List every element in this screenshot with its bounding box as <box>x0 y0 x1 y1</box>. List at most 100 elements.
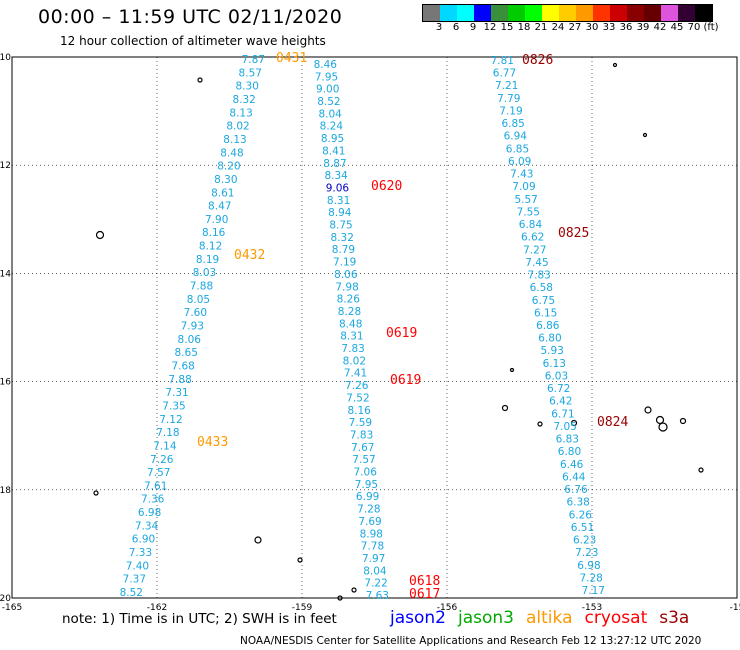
pass-time-label: 0824 <box>597 415 628 430</box>
lat-tick-label: -16 <box>0 378 11 388</box>
swh-value: 6.83 <box>556 434 579 446</box>
swh-value: 8.41 <box>322 145 345 157</box>
swh-value: 7.26 <box>150 454 174 466</box>
island-outline <box>537 421 543 427</box>
swh-value: 8.47 <box>208 201 231 213</box>
legend-swatch <box>627 5 644 21</box>
legend-swatch <box>423 5 440 21</box>
swh-value: 8.28 <box>338 306 361 318</box>
swh-value: 8.48 <box>220 147 243 159</box>
island-outline <box>612 62 618 68</box>
lon-tick-label: -159 <box>292 603 313 613</box>
pass-time-label: 0432 <box>234 248 265 263</box>
island-outline <box>297 557 303 563</box>
map-title: 00:00 – 11:59 UTC 02/11/2020 <box>38 6 343 28</box>
swh-value: 7.57 <box>352 454 375 466</box>
swh-value: 6.77 <box>493 68 516 80</box>
island-outline <box>698 467 704 473</box>
swh-value: 7.68 <box>171 360 194 372</box>
legend-label: 70 <box>687 22 701 33</box>
satellite-legend-jason3: jason3 <box>458 608 514 628</box>
swh-value: 6.26 <box>569 509 593 521</box>
footer-credit: NOAA/NESDIS Center for Satellite Applica… <box>240 635 702 647</box>
swh-value: 7.18 <box>156 427 179 439</box>
swh-value: 8.03 <box>193 267 216 279</box>
swh-value: 7.35 <box>162 400 185 412</box>
swh-value: 8.16 <box>347 405 371 417</box>
legend-swatch <box>695 5 712 21</box>
lat-tick-label: -14 <box>0 269 11 279</box>
satellite-legend-altika: altika <box>526 608 573 628</box>
island-outline <box>197 77 203 83</box>
swh-value: 7.17 <box>582 585 605 597</box>
island-outline <box>644 406 652 414</box>
swh-value: 8.05 <box>187 294 210 306</box>
swh-value: 6.23 <box>573 535 596 547</box>
swh-value: 7.69 <box>358 516 381 528</box>
map-subtitle: 12 hour collection of altimeter wave hei… <box>60 34 326 48</box>
swh-value: 7.88 <box>168 374 191 386</box>
legend-label: 45 <box>670 22 684 33</box>
island-outline <box>93 490 99 496</box>
pass-time-label: 0433 <box>197 435 228 450</box>
island-outline <box>95 230 105 240</box>
swh-value: 8.13 <box>223 134 246 146</box>
swh-value: 7.83 <box>350 429 373 441</box>
legend-label: 21 <box>534 22 548 33</box>
legend-swatch <box>525 5 542 21</box>
legend-label: 12 <box>483 22 497 33</box>
legend-swatch <box>576 5 593 21</box>
swh-value: 6.80 <box>538 333 561 345</box>
swh-value: 8.48 <box>339 318 362 330</box>
swh-value: 7.59 <box>349 417 372 429</box>
swh-value: 7.90 <box>205 214 228 226</box>
legend-label: 24 <box>551 22 565 33</box>
swh-value: 8.02 <box>226 121 249 133</box>
swh-value: 6.58 <box>530 282 553 294</box>
color-legend-bar <box>422 4 713 22</box>
island-outline <box>658 422 668 432</box>
swh-value: 7.41 <box>344 368 367 380</box>
satellite-legend-s3a: s3a <box>659 608 690 628</box>
swh-value: 8.19 <box>196 254 219 266</box>
island-outline <box>254 536 262 544</box>
island-outline <box>655 415 665 425</box>
swh-value: 6.71 <box>551 408 574 420</box>
island-outline <box>337 595 343 601</box>
legend-swatch <box>661 5 678 21</box>
swh-value: 8.52 <box>317 96 340 108</box>
legend-swatch <box>644 5 661 21</box>
units-note: note: 1) Time is in UTC; 2) SWH is in fe… <box>62 611 337 627</box>
swh-value: 6.94 <box>504 131 528 143</box>
pass-time-label: 0431 <box>276 51 307 66</box>
swh-value: 7.06 <box>354 467 378 479</box>
legend-label: 15 <box>500 22 514 33</box>
legend-label: (ft) <box>703 22 719 33</box>
swh-value: 8.31 <box>327 195 350 207</box>
lon-tick-label: -153 <box>582 603 602 613</box>
swh-value: 6.03 <box>545 370 568 382</box>
swh-value: 6.98 <box>577 560 600 572</box>
swh-value: 7.37 <box>123 574 146 586</box>
swh-value: 6.85 <box>501 118 524 130</box>
swh-value: 8.75 <box>329 220 352 232</box>
swh-value: 8.31 <box>340 331 363 343</box>
pass-time-label: 0619 <box>390 373 421 388</box>
swh-value: 6.09 <box>508 156 531 168</box>
legend-label: 42 <box>653 22 667 33</box>
island-outline <box>509 367 515 373</box>
swh-value: 9.06 <box>326 182 350 194</box>
swh-value: 7.88 <box>190 281 213 293</box>
swh-value: 7.33 <box>129 547 152 559</box>
legend-label: 30 <box>585 22 599 33</box>
swh-value: 8.95 <box>321 133 344 145</box>
swh-value: 8.26 <box>337 294 361 306</box>
swh-value: 7.97 <box>362 553 385 565</box>
swh-value: 7.95 <box>355 479 378 491</box>
swh-value: 8.20 <box>217 161 240 173</box>
swh-value: 7.98 <box>335 281 358 293</box>
swh-value: 7.28 <box>357 504 380 516</box>
swh-value: 7.63 <box>366 590 389 602</box>
legend-label: 18 <box>517 22 531 33</box>
legend-swatch <box>678 5 695 21</box>
